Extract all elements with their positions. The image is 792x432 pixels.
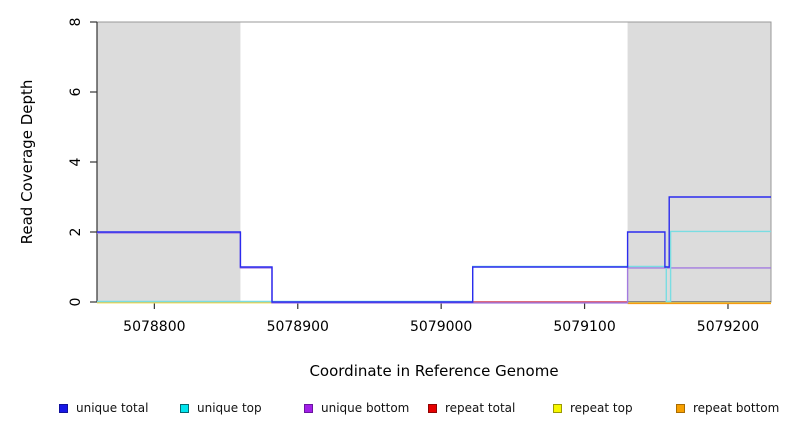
legend-item-unique-bottom: unique bottom — [304, 399, 409, 417]
legend-swatch-icon — [553, 403, 562, 413]
legend-item-repeat-total: repeat total — [428, 399, 515, 417]
shaded-region-right — [627, 22, 771, 302]
legend-swatch-icon — [428, 403, 437, 413]
x-axis-tick-label: 5078800 — [123, 319, 185, 335]
coverage-plot: 5078800 5078900 5079000 5079100 5079200 0 2 4 6 8… — [18, 18, 772, 380]
legend-item-repeat-bottom: repeat bottom — [676, 399, 779, 417]
y-axis-tick-label: 6 — [68, 87, 84, 96]
y-axis-tick-label: 0 — [68, 298, 84, 307]
legend-label: unique top — [197, 401, 262, 415]
y-axis-tick-label: 4 — [68, 157, 84, 166]
legend-item-repeat-top: repeat top — [553, 399, 633, 417]
legend-item-unique-total: unique total — [59, 399, 148, 417]
legend-label: repeat bottom — [693, 401, 780, 415]
x-axis-tick-label: 5079100 — [553, 319, 615, 335]
legend-swatch-icon — [59, 403, 68, 413]
series-line-unique-total — [97, 196, 771, 303]
legend-label: repeat top — [570, 401, 633, 415]
legend: unique total unique top unique bottom repea… — [0, 399, 792, 423]
y-axis-title: Read Coverage Depth — [18, 80, 36, 245]
x-axis-tick-label: 5078900 — [267, 319, 329, 335]
x-axis-title: Coordinate in Reference Genome — [309, 362, 558, 380]
y-axis-tick-label: 2 — [68, 228, 84, 237]
legend-item-unique-top: unique top — [180, 399, 262, 417]
y-axis-tick-label: 8 — [68, 18, 84, 27]
legend-swatch-icon — [304, 403, 313, 413]
legend-label: unique bottom — [321, 401, 410, 415]
legend-label: repeat total — [445, 401, 516, 415]
x-axis-tick-label: 5079200 — [697, 319, 759, 335]
x-axis-tick-label: 5079000 — [410, 319, 472, 335]
legend-swatch-icon — [180, 403, 189, 413]
legend-label: unique total — [76, 401, 149, 415]
shaded-region-left — [97, 22, 241, 302]
legend-swatch-icon — [676, 403, 685, 413]
